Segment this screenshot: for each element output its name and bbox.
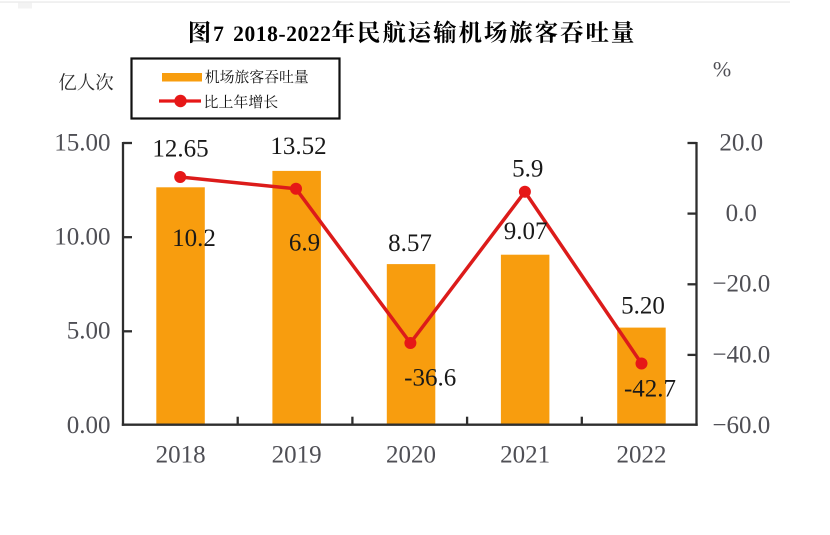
svg-text:−40.0: −40.0 — [712, 341, 770, 368]
svg-text:-42.7: -42.7 — [624, 376, 676, 403]
svg-text:−20.0: −20.0 — [712, 271, 770, 298]
svg-text:2018: 2018 — [156, 442, 206, 469]
svg-text:6.9: 6.9 — [289, 230, 320, 257]
svg-text:2022: 2022 — [617, 442, 667, 469]
svg-text:0.0: 0.0 — [726, 200, 757, 227]
svg-text:5.9: 5.9 — [512, 156, 543, 183]
svg-text:%: % — [713, 57, 731, 82]
svg-text:0.00: 0.00 — [67, 412, 111, 439]
svg-text:5.00: 5.00 — [67, 318, 111, 345]
svg-text:2020: 2020 — [386, 442, 436, 469]
svg-text:20.0: 20.0 — [719, 129, 763, 156]
svg-text:10.00: 10.00 — [54, 224, 110, 251]
svg-text:-36.6: -36.6 — [404, 364, 456, 391]
svg-text:2021: 2021 — [500, 442, 550, 469]
svg-text:9.07: 9.07 — [504, 218, 548, 245]
svg-text:5.20: 5.20 — [621, 293, 665, 320]
svg-text:10.2: 10.2 — [172, 225, 216, 252]
svg-text:2019: 2019 — [272, 442, 322, 469]
svg-text:8.57: 8.57 — [388, 230, 432, 257]
svg-text:15.00: 15.00 — [54, 129, 110, 156]
svg-text:−60.0: −60.0 — [712, 412, 770, 439]
svg-text:13.52: 13.52 — [270, 133, 326, 160]
svg-text:12.65: 12.65 — [152, 136, 208, 163]
